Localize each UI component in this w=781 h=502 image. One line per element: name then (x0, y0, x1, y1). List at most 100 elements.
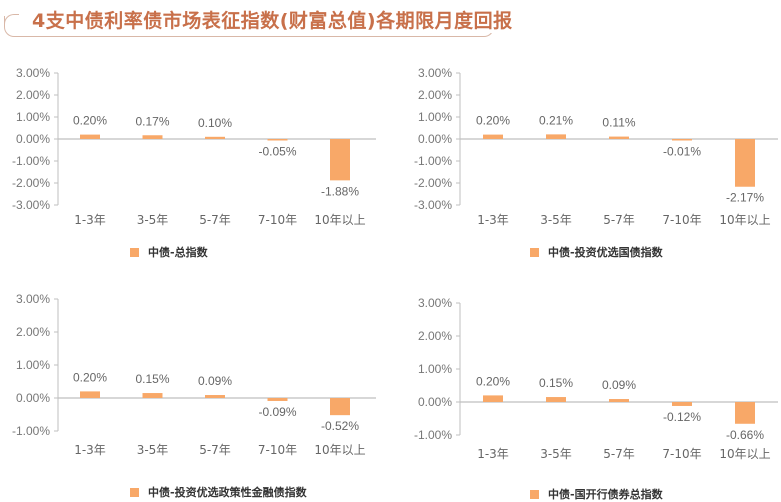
bar-value-label: -2.17% (726, 191, 764, 205)
x-category-label: 5-7年 (603, 447, 635, 461)
bar (735, 139, 755, 187)
legend-label: 中债-投资优选政策性金融债指数 (148, 486, 307, 499)
bar-value-label: -0.01% (663, 145, 701, 159)
legend-swatch (130, 488, 139, 497)
chart-treasury-index: 3.00% 2.00% 1.00% 0.00% -1.00% -2.00% -3.00% 0.… (390, 62, 781, 262)
x-category-label: 3-5年 (137, 213, 169, 227)
y-tick-label: 3.00% (16, 292, 50, 306)
x-category-label: 5-7年 (199, 213, 231, 227)
y-tick-label: -1.00% (12, 154, 50, 168)
bar (546, 397, 566, 402)
y-tick-label: -1.00% (414, 154, 452, 168)
y-tick-label: 2.00% (16, 325, 50, 339)
legend-swatch (130, 248, 139, 257)
x-category-label: 7-10年 (258, 213, 297, 227)
bar (142, 393, 163, 398)
chart-cdb-index: 3.00% 2.00% 1.00% 0.00% -1.00% 0.20% 1-3年 0.15%… (390, 288, 781, 502)
y-tick-label: 2.00% (418, 88, 452, 102)
bar-value-label: 0.21% (539, 113, 573, 127)
legend: 中债-投资优选政策性金融债指数 (130, 484, 307, 500)
y-tick-label: 3.00% (16, 66, 50, 80)
bar-value-label: 0.20% (73, 370, 107, 384)
legend-swatch (530, 248, 539, 257)
bar-value-label: -0.12% (663, 410, 701, 424)
title-banner: 4支中债利率债市场表征指数(财富总值)各期限月度回报 (4, 4, 519, 37)
bar-value-label: 0.09% (602, 378, 636, 392)
bar-value-label: 0.15% (539, 376, 573, 390)
x-category-label: 10年以上 (314, 213, 365, 227)
x-category-label: 7-10年 (662, 213, 701, 227)
bar-value-label: -0.66% (726, 428, 764, 442)
x-category-label: 3-5年 (540, 213, 572, 227)
x-category-label: 10年以上 (719, 447, 770, 461)
bar (80, 391, 100, 398)
bar (483, 134, 503, 139)
bar (672, 402, 692, 406)
bar-value-label: 0.20% (476, 114, 510, 128)
y-tick-label: 0.00% (418, 395, 452, 409)
y-tick-label: 1.00% (16, 110, 50, 124)
y-tick-label: 3.00% (418, 296, 452, 310)
y-tick-label: 1.00% (418, 362, 452, 376)
bar-value-label: -0.05% (258, 145, 296, 159)
bar (142, 135, 163, 139)
y-tick-label: -3.00% (414, 198, 452, 212)
legend-swatch (530, 490, 539, 499)
y-tick-label: 2.00% (16, 88, 50, 102)
bar (330, 398, 350, 416)
legend: 中债-投资优选国债指数 (530, 244, 663, 260)
y-tick-label: 0.00% (418, 132, 452, 146)
x-category-label: 1-3年 (477, 213, 509, 227)
x-category-label: 3-5年 (540, 447, 572, 461)
y-tick-label: -1.00% (12, 424, 50, 438)
legend-label: 中债-总指数 (148, 246, 208, 259)
y-tick-label: 3.00% (418, 66, 452, 80)
x-category-label: 5-7年 (199, 443, 231, 457)
legend: 中债-国开行债券总指数 (530, 486, 663, 502)
legend-label: 中债-国开行债券总指数 (548, 488, 663, 501)
bar-value-label: 0.20% (73, 114, 107, 128)
bar-value-label: -0.09% (258, 405, 296, 419)
legend-label: 中债-投资优选国债指数 (548, 246, 663, 259)
bar (609, 136, 629, 139)
y-tick-label: 1.00% (418, 110, 452, 124)
x-category-label: 3-5年 (137, 443, 169, 457)
x-category-label: 5-7年 (603, 213, 635, 227)
x-category-label: 10年以上 (719, 213, 770, 227)
chart-policy-bank-index: 3.00% 2.00% 1.00% 0.00% -1.00% 0.20% 1-3年 0.15%… (0, 288, 390, 500)
bar-value-label: 0.20% (476, 374, 510, 388)
y-tick-label: -1.00% (414, 428, 452, 442)
y-tick-label: 2.00% (418, 329, 452, 343)
chart-total-index: 3.00% 2.00% 1.00% 0.00% -1.00% -2.00% -3.00% 0.… (0, 62, 390, 262)
bar (205, 136, 225, 139)
bar-value-label: 0.15% (135, 372, 169, 386)
bar (205, 395, 225, 398)
y-tick-label: 1.00% (16, 358, 50, 372)
bar-value-label: -0.52% (321, 419, 359, 433)
y-tick-label: -2.00% (414, 176, 452, 190)
y-tick-label: 0.00% (16, 132, 50, 146)
bar (330, 139, 350, 181)
bar (80, 134, 100, 139)
x-category-label: 7-10年 (662, 447, 701, 461)
bar (735, 402, 755, 424)
y-tick-label: -2.00% (12, 176, 50, 190)
x-category-label: 1-3年 (74, 443, 106, 457)
bar-value-label: 0.10% (198, 116, 232, 130)
bar (267, 398, 288, 401)
y-tick-label: -3.00% (12, 198, 50, 212)
bar (609, 399, 629, 402)
x-category-label: 10年以上 (314, 443, 365, 457)
legend: 中债-总指数 (130, 244, 208, 260)
bar-value-label: 0.09% (198, 374, 232, 388)
x-category-label: 1-3年 (74, 213, 106, 227)
bar (546, 134, 566, 139)
x-category-label: 1-3年 (477, 447, 509, 461)
bar (672, 139, 692, 141)
page-title: 4支中债利率债市场表征指数(财富总值)各期限月度回报 (26, 6, 519, 33)
bar-value-label: -1.88% (321, 184, 359, 198)
bar-value-label: 0.11% (602, 116, 635, 130)
bar-value-label: 0.17% (135, 114, 169, 128)
bar (267, 139, 288, 141)
x-category-label: 7-10年 (258, 443, 297, 457)
